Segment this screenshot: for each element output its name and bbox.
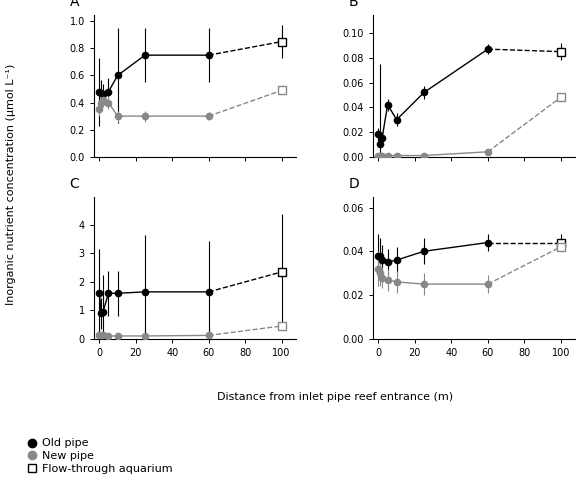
Text: B: B [349,0,359,9]
Text: D: D [349,177,359,191]
Text: C: C [70,177,79,191]
Text: Inorganic nutrient concentration (μmol L⁻¹): Inorganic nutrient concentration (μmol L… [6,63,16,304]
Text: A: A [70,0,79,9]
Text: Distance from inlet pipe reef entrance (m): Distance from inlet pipe reef entrance (… [217,392,453,402]
Legend: Old pipe, New pipe, Flow-through aquarium: Old pipe, New pipe, Flow-through aquariu… [23,434,177,479]
